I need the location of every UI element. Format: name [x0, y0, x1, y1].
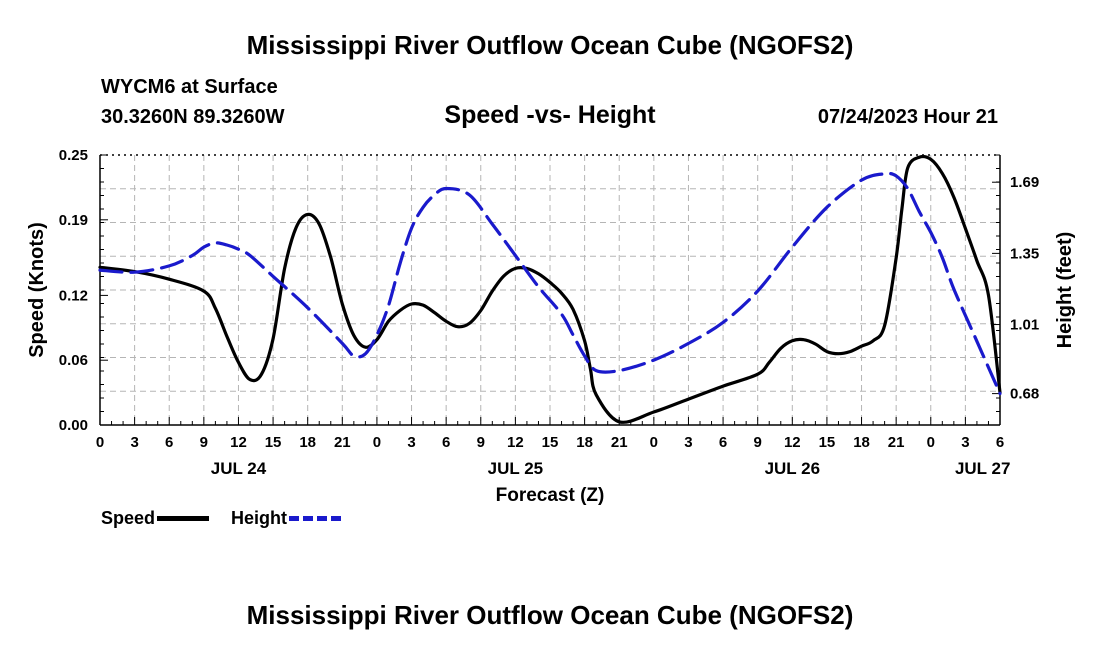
x-date-label: JUL 27 — [955, 459, 1010, 478]
x-tick-label: 3 — [684, 434, 692, 451]
y-axis-title-right: Height (feet) — [1054, 232, 1076, 349]
legend-height-swatch — [289, 516, 341, 521]
legend-height: Height — [231, 508, 341, 529]
y-tick-label-left: 0.12 — [59, 287, 88, 304]
legend-speed: Speed — [101, 508, 210, 529]
x-tick-label: 0 — [373, 434, 381, 451]
legend-height-label: Height — [231, 508, 287, 528]
x-tick-label: 21 — [611, 434, 628, 451]
legend-speed-swatch — [157, 516, 210, 521]
series-line-speed — [98, 154, 1002, 424]
x-tick-label: 9 — [200, 434, 208, 451]
x-date-label: JUL 25 — [488, 459, 543, 478]
chart-title-top: Mississippi River Outflow Ocean Cube (NG… — [246, 30, 854, 60]
x-tick-label: 0 — [650, 434, 658, 451]
x-tick-label: 6 — [442, 434, 450, 451]
x-date-label: JUL 24 — [211, 459, 267, 478]
x-tick-label: 18 — [576, 434, 593, 451]
x-tick-label: 3 — [961, 434, 969, 451]
forecast-datetime: 07/24/2023 Hour 21 — [817, 106, 998, 128]
x-tick-label: 6 — [996, 434, 1004, 451]
y-tick-label-left: 0.25 — [59, 147, 88, 164]
x-tick-label: 15 — [265, 434, 282, 451]
x-tick-label: 0 — [927, 434, 935, 451]
x-tick-label: 21 — [334, 434, 351, 451]
y-tick-label-left: 0.06 — [59, 352, 88, 369]
y-tick-label-right: 1.69 — [1010, 174, 1039, 191]
y-tick-label-right: 0.68 — [1010, 386, 1039, 403]
x-tick-label: 6 — [165, 434, 173, 451]
y-tick-label-right: 1.01 — [1010, 317, 1039, 334]
x-tick-label: 0 — [96, 434, 104, 451]
x-date-label: JUL 26 — [765, 459, 820, 478]
x-tick-label: 18 — [299, 434, 316, 451]
x-tick-label: 15 — [542, 434, 559, 451]
x-tick-label: 3 — [130, 434, 138, 451]
series-layer — [98, 154, 1002, 424]
x-tick-label: 15 — [819, 434, 836, 451]
x-tick-label: 12 — [230, 434, 247, 451]
series-line-height — [98, 171, 1002, 396]
x-tick-label: 12 — [507, 434, 524, 451]
x-tick-label: 21 — [888, 434, 905, 451]
x-tick-label: 6 — [719, 434, 727, 451]
chart-subtitle: Speed -vs- Height — [444, 101, 656, 129]
x-tick-label: 18 — [853, 434, 870, 451]
coordinates-label: 30.3260N 89.3260W — [101, 106, 285, 128]
labels-layer: 0 3 6 9 12 15 18 21 0 3 6 9 12 15 18 21 0 3 6 9 12 15 18 21 0 3 6 J… — [26, 147, 1076, 506]
station-label: WYCM6 at Surface — [101, 76, 278, 98]
y-tick-label-left: 0.00 — [59, 417, 88, 434]
x-tick-label: 9 — [477, 434, 485, 451]
x-tick-label: 3 — [407, 434, 415, 451]
y-tick-label-right: 1.35 — [1010, 245, 1039, 262]
grid-layer — [100, 155, 1000, 425]
y-axis-title-left: Speed (Knots) — [26, 222, 48, 358]
x-axis-title: Forecast (Z) — [496, 485, 605, 506]
y-tick-label-left: 0.19 — [59, 212, 88, 229]
legend-speed-label: Speed — [101, 508, 156, 528]
x-tick-label: 9 — [754, 434, 762, 451]
x-tick-label: 12 — [784, 434, 801, 451]
chart-title-bottom: Mississippi River Outflow Ocean Cube (NG… — [246, 600, 854, 630]
